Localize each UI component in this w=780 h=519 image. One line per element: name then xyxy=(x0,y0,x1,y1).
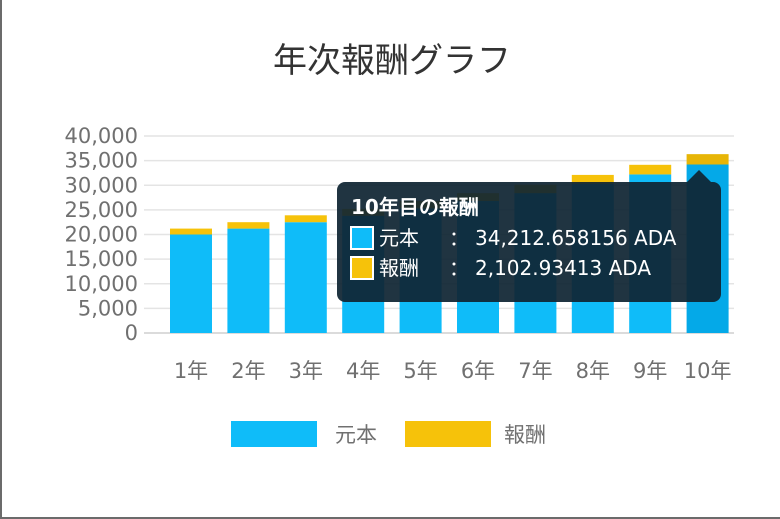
bar-reward xyxy=(571,174,614,184)
tooltip-box xyxy=(337,182,721,302)
bar-reward xyxy=(629,164,672,175)
y-tick-label: 25,000 xyxy=(65,198,138,222)
y-tick-label: 5,000 xyxy=(78,296,138,320)
legend: 元本 報酬 xyxy=(231,421,546,447)
tooltip-series-label: 元本 xyxy=(379,226,419,250)
x-tick-label: 8年 xyxy=(576,359,610,383)
tooltip-swatch xyxy=(350,226,374,250)
x-tick-label: 2年 xyxy=(231,359,265,383)
bar-reward xyxy=(686,154,729,165)
x-axis: 1年 2年 3年 4年 5年 6年 7年 8年 9年 10年 xyxy=(174,359,732,383)
y-tick-label: 35,000 xyxy=(65,149,138,173)
x-tick-label: 6年 xyxy=(461,359,495,383)
x-tick-label: 3年 xyxy=(289,359,323,383)
bar-reward xyxy=(170,228,212,235)
tooltip-separator: ： xyxy=(449,256,469,280)
tooltip-swatch xyxy=(350,256,374,280)
bar-reward xyxy=(284,215,327,223)
legend-label: 元本 xyxy=(335,423,377,447)
y-tick-label: 0 xyxy=(125,321,138,345)
tooltip-value: 2,102.93413 ADA xyxy=(475,256,651,280)
x-tick-label: 4年 xyxy=(346,359,380,383)
bar-reward xyxy=(227,222,270,229)
x-tick-label: 7年 xyxy=(518,359,552,383)
bar-principal xyxy=(284,222,327,333)
y-tick-label: 30,000 xyxy=(65,173,138,197)
tooltip-separator: ： xyxy=(449,226,469,250)
x-tick-label: 10年 xyxy=(684,359,732,383)
chart-title: 年次報酬グラフ xyxy=(273,41,511,81)
x-tick-label: 1年 xyxy=(174,359,208,383)
tooltip-caret xyxy=(687,170,711,182)
tooltip-title: 10年目の報酬 xyxy=(351,195,479,219)
y-tick-label: 40,000 xyxy=(65,124,138,148)
bar-principal xyxy=(227,228,270,333)
tooltip-series-label: 報酬 xyxy=(379,256,419,280)
y-tick-label: 15,000 xyxy=(65,247,138,271)
y-axis: 05,00010,00015,00020,00025,00030,00035,0… xyxy=(65,124,138,345)
y-tick-label: 20,000 xyxy=(65,223,138,247)
tooltip-value: 34,212.658156 ADA xyxy=(475,226,677,250)
legend-swatch xyxy=(405,421,491,447)
bar-principal xyxy=(170,234,212,333)
legend-swatch xyxy=(231,421,317,447)
x-tick-label: 9年 xyxy=(633,359,667,383)
x-tick-label: 5年 xyxy=(403,359,437,383)
legend-label: 報酬 xyxy=(504,423,546,447)
y-tick-label: 10,000 xyxy=(65,272,138,296)
